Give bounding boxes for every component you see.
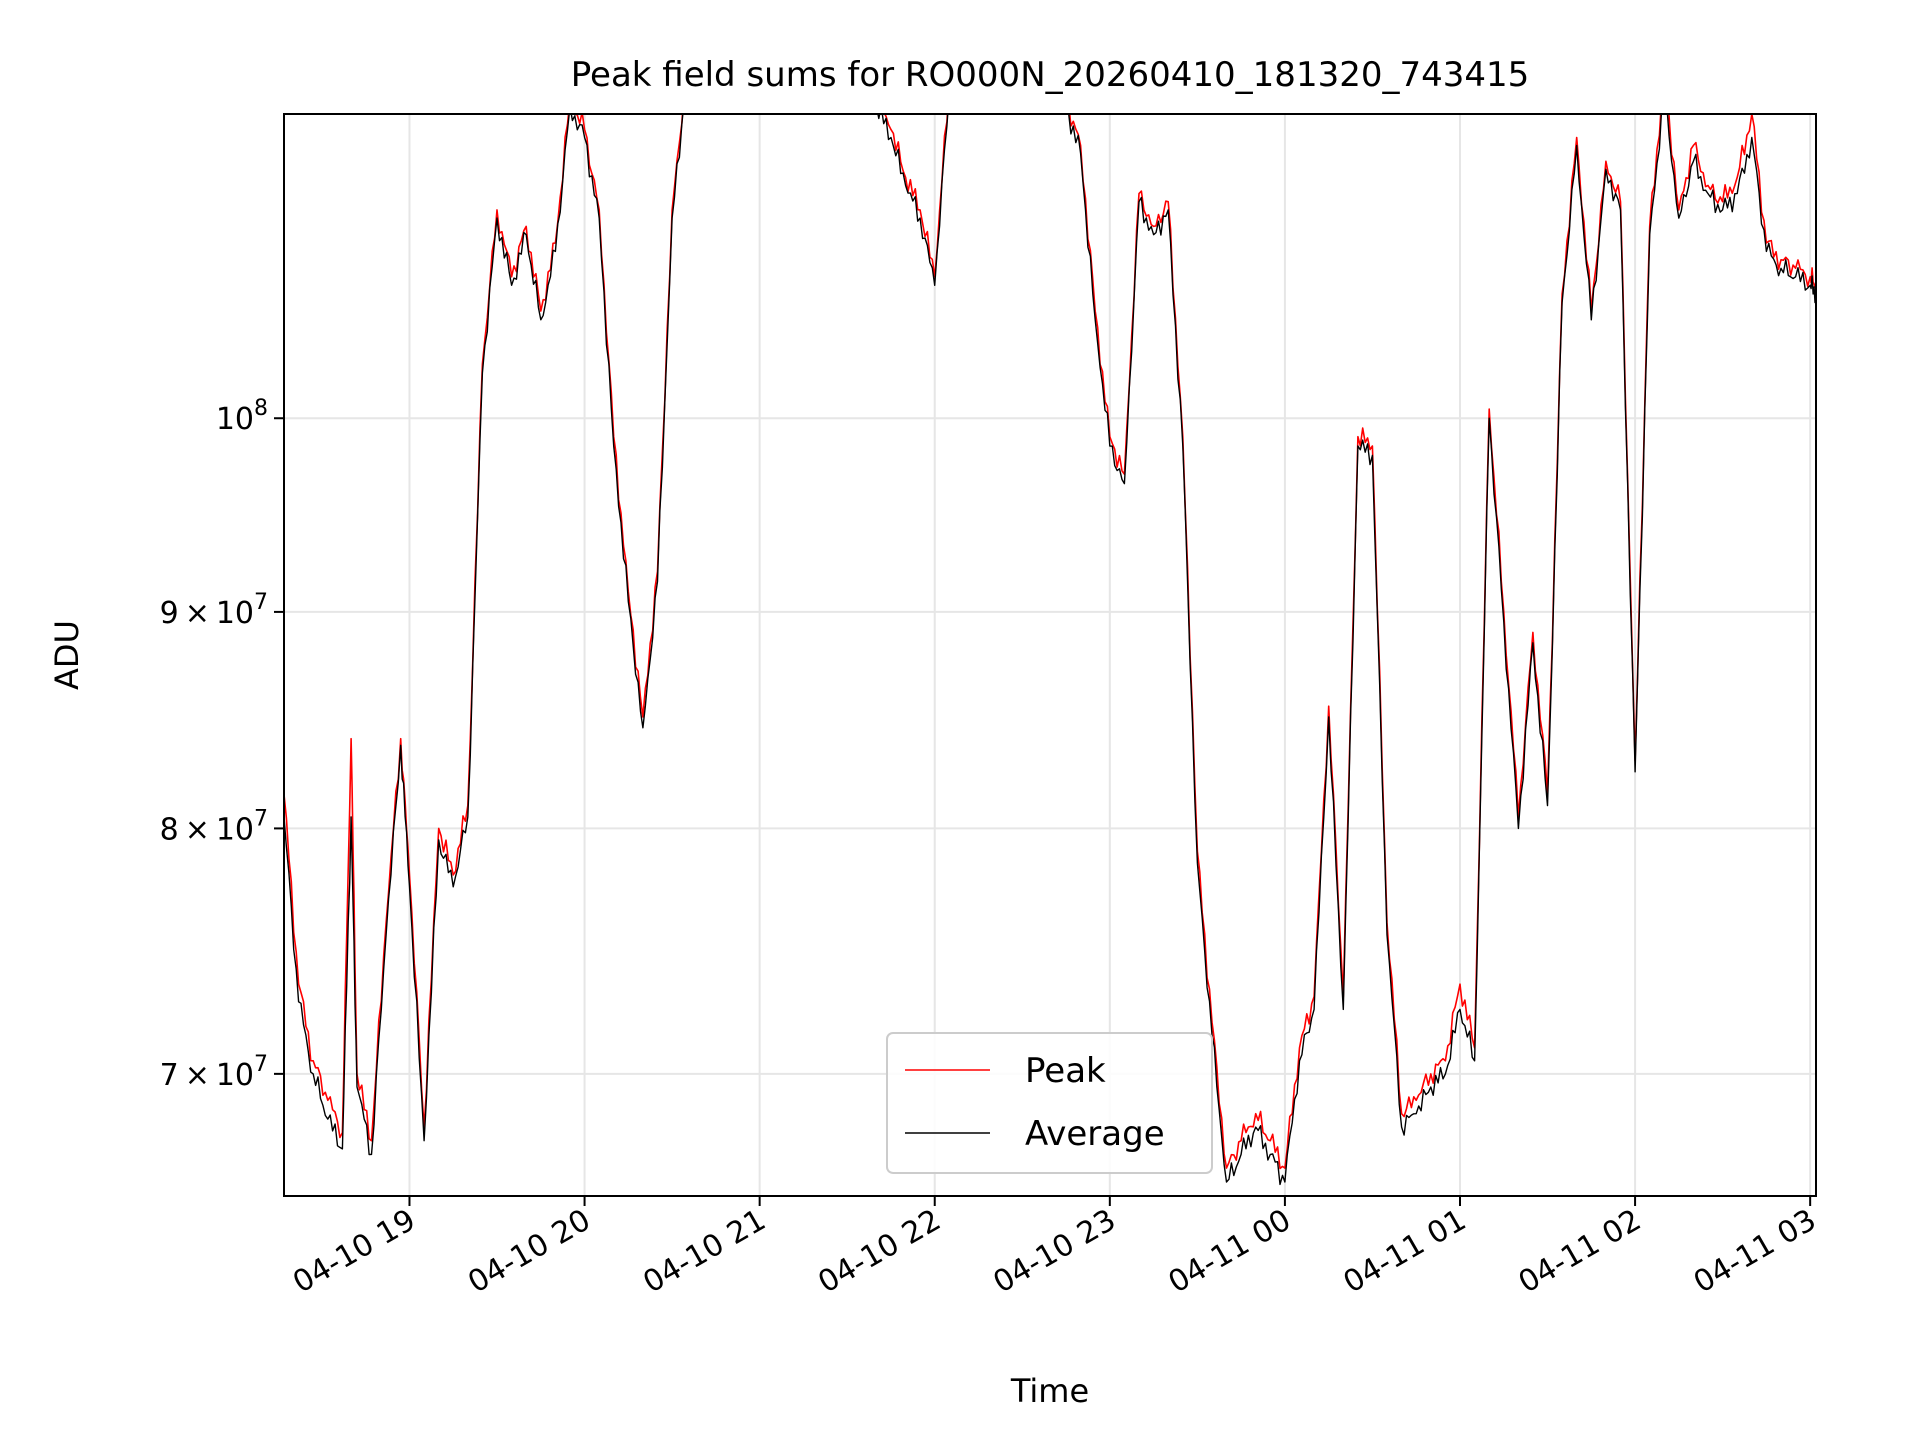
y-tick-label: 8 × 107: [160, 806, 268, 847]
y-tick-label: 108: [216, 396, 268, 437]
legend: Peak Average: [886, 1032, 1213, 1174]
y-tick-label: 7 × 107: [160, 1052, 268, 1093]
y-axis-label: ADU: [48, 620, 86, 690]
plot-frame: [283, 113, 1817, 1197]
series-line-average: [284, 114, 1816, 1186]
x-axis-label: Time: [1010, 1372, 1089, 1410]
chart-title: Peak field sums for RO000N_20260410_1813…: [571, 55, 1530, 95]
series-layer: [284, 114, 1816, 1186]
y-tick-label: 9 × 107: [160, 590, 268, 631]
legend-box: [886, 1032, 1213, 1174]
legend-average-label: Average: [1025, 1114, 1165, 1154]
legend-peak-label: Peak: [1025, 1051, 1106, 1091]
